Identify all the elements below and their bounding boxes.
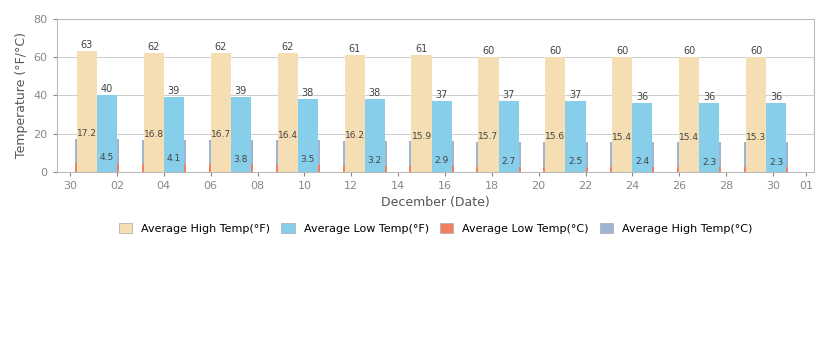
Text: 60: 60: [616, 46, 628, 56]
Text: 2.5: 2.5: [569, 157, 583, 166]
Text: 63: 63: [81, 40, 93, 50]
Text: 15.7: 15.7: [478, 132, 499, 141]
Bar: [343, 141, 387, 172]
Text: 62: 62: [214, 42, 227, 52]
Text: 40: 40: [100, 84, 113, 94]
Text: 36: 36: [770, 92, 783, 102]
Text: 15.4: 15.4: [679, 132, 700, 142]
Bar: [364, 99, 385, 172]
Text: 3.8: 3.8: [233, 155, 248, 164]
Text: 36: 36: [703, 92, 715, 102]
Text: 2.9: 2.9: [434, 156, 449, 165]
Bar: [97, 95, 117, 172]
Bar: [700, 103, 720, 172]
Text: 16.8: 16.8: [144, 130, 164, 139]
Bar: [231, 97, 251, 172]
Legend: Average High Temp(°F), Average Low Temp(°F), Average Low Temp(°C), Average High : Average High Temp(°F), Average Low Temp(…: [114, 218, 758, 239]
Bar: [545, 57, 565, 172]
Text: 37: 37: [502, 90, 515, 100]
Text: 60: 60: [750, 46, 762, 56]
Bar: [499, 101, 519, 172]
Bar: [142, 140, 186, 172]
Text: 2.3: 2.3: [769, 157, 784, 167]
Bar: [766, 103, 786, 172]
Bar: [75, 139, 119, 172]
Text: 16.2: 16.2: [344, 131, 364, 140]
Text: 37: 37: [436, 90, 448, 100]
Text: 16.4: 16.4: [278, 131, 298, 140]
Text: 36: 36: [637, 92, 648, 102]
Bar: [565, 101, 585, 172]
Text: 2.3: 2.3: [702, 157, 716, 167]
Text: 61: 61: [349, 44, 361, 54]
Text: 3.5: 3.5: [300, 155, 315, 164]
Bar: [679, 57, 700, 172]
Bar: [277, 53, 298, 172]
Bar: [610, 167, 655, 172]
Bar: [745, 167, 788, 172]
Text: 39: 39: [168, 86, 180, 96]
Bar: [344, 55, 364, 172]
Text: 15.6: 15.6: [545, 132, 565, 141]
Bar: [144, 53, 164, 172]
Text: 60: 60: [549, 46, 562, 56]
Bar: [677, 142, 721, 172]
Text: 38: 38: [301, 88, 314, 98]
Bar: [208, 164, 253, 172]
Bar: [478, 57, 499, 172]
Text: 60: 60: [683, 46, 696, 56]
Text: 15.4: 15.4: [613, 132, 632, 142]
X-axis label: December (Date): December (Date): [381, 196, 490, 209]
Text: 62: 62: [281, 42, 294, 52]
Bar: [409, 141, 454, 172]
Bar: [276, 140, 320, 172]
Bar: [164, 97, 184, 172]
Text: 62: 62: [148, 42, 160, 52]
Bar: [77, 51, 97, 172]
Bar: [476, 167, 520, 172]
Bar: [544, 142, 588, 172]
Text: 2.7: 2.7: [501, 157, 515, 166]
Bar: [208, 140, 253, 172]
Text: 61: 61: [415, 44, 427, 54]
Text: 38: 38: [369, 88, 381, 98]
Text: 2.4: 2.4: [635, 157, 650, 167]
Bar: [276, 165, 320, 172]
Text: 15.3: 15.3: [746, 133, 766, 142]
Bar: [476, 142, 520, 172]
Text: 4.1: 4.1: [167, 154, 181, 163]
Bar: [75, 163, 119, 172]
Bar: [343, 165, 387, 172]
Y-axis label: Temperature (°F/°C): Temperature (°F/°C): [15, 32, 28, 158]
Text: 17.2: 17.2: [77, 129, 97, 138]
Bar: [613, 57, 632, 172]
Bar: [412, 55, 432, 172]
Text: 37: 37: [569, 90, 582, 100]
Bar: [298, 99, 318, 172]
Bar: [677, 167, 721, 172]
Bar: [142, 164, 186, 172]
Bar: [745, 143, 788, 172]
Bar: [544, 167, 588, 172]
Bar: [409, 166, 454, 172]
Text: 3.2: 3.2: [368, 156, 382, 165]
Text: 39: 39: [235, 86, 247, 96]
Bar: [632, 103, 652, 172]
Text: 4.5: 4.5: [100, 153, 114, 162]
Bar: [211, 53, 231, 172]
Bar: [610, 142, 655, 172]
Text: 15.9: 15.9: [412, 132, 432, 140]
Text: 16.7: 16.7: [211, 130, 231, 139]
Bar: [746, 57, 766, 172]
Bar: [432, 101, 452, 172]
Text: 60: 60: [482, 46, 495, 56]
